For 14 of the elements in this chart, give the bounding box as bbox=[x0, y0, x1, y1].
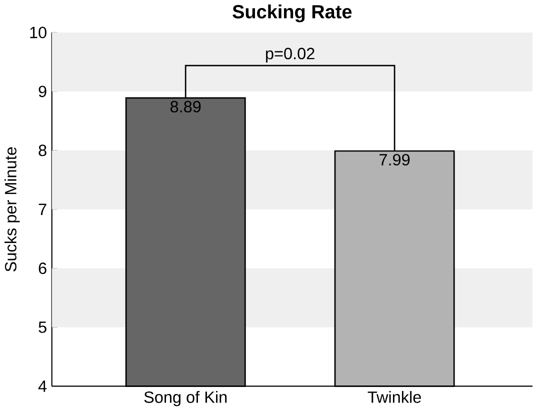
y-tick-label: 7 bbox=[38, 204, 46, 216]
chart-title: Sucking Rate bbox=[232, 4, 352, 22]
y-axis-title: Sucks per Minute bbox=[4, 147, 20, 272]
y-tick-label: 5 bbox=[38, 322, 46, 334]
y-tick-label: 9 bbox=[38, 86, 46, 98]
y-tick-label: 4 bbox=[38, 380, 47, 392]
data-label: 7.99 bbox=[380, 154, 410, 166]
annotation: p=0.02 bbox=[266, 48, 314, 63]
x-tick-label: Twinkle bbox=[368, 391, 421, 404]
y-tick-label: 8 bbox=[38, 144, 46, 156]
y-tick-label: 6 bbox=[38, 262, 46, 274]
y-tick-label: 10 bbox=[30, 26, 46, 38]
x-tick-label: Song of Kin bbox=[144, 391, 227, 406]
data-label: 8.89 bbox=[170, 101, 201, 113]
